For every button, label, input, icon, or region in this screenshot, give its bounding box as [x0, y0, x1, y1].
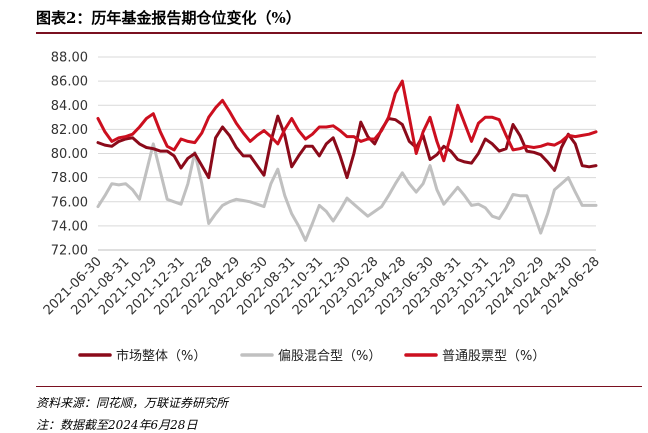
y-tick-label: 88.00: [51, 51, 88, 66]
series-line-0: [96, 114, 598, 180]
legend: 市场整体（%） 偏股混合型（%） 普通股票型（%）: [78, 348, 545, 364]
series-line-1: [96, 142, 598, 242]
y-tick-label: 84.00: [51, 99, 88, 114]
date-note: 注：数据截至2024年6月28日: [36, 418, 198, 432]
y-tick-label: 86.00: [51, 75, 88, 90]
line-chart: 72.00 74.00 76.00 78.00 80.00 82.00 84.00 86.00…: [41, 51, 603, 365]
y-tick-label: 78.00: [51, 171, 88, 186]
series-line-2: [96, 79, 598, 163]
series-lines: [96, 79, 598, 242]
footer-divider: [36, 386, 642, 387]
y-tick-label: 72.00: [51, 244, 88, 259]
x-axis-ticks: 2021-06-302021-08-312021-10-292021-12-31…: [41, 254, 603, 318]
y-tick-label: 74.00: [51, 219, 88, 234]
legend-label-2: 普通股票型（%）: [442, 349, 545, 364]
legend-label-1: 偏股混合型（%）: [278, 349, 381, 364]
legend-label-0: 市场整体（%）: [116, 348, 206, 364]
y-axis-ticks: 72.00 74.00 76.00 78.00 80.00 82.00 84.00 86.00…: [51, 51, 88, 259]
y-tick-label: 82.00: [51, 123, 88, 138]
source-note: 资料来源：同花顺，万联证券研究所: [36, 396, 229, 410]
title-bar: 图表2：历年基金报告期仓位变化（%）: [36, 4, 642, 34]
y-tick-label: 76.00: [51, 195, 88, 210]
chart-title: 图表2：历年基金报告期仓位变化（%）: [36, 9, 301, 27]
y-tick-label: 80.00: [51, 147, 88, 162]
